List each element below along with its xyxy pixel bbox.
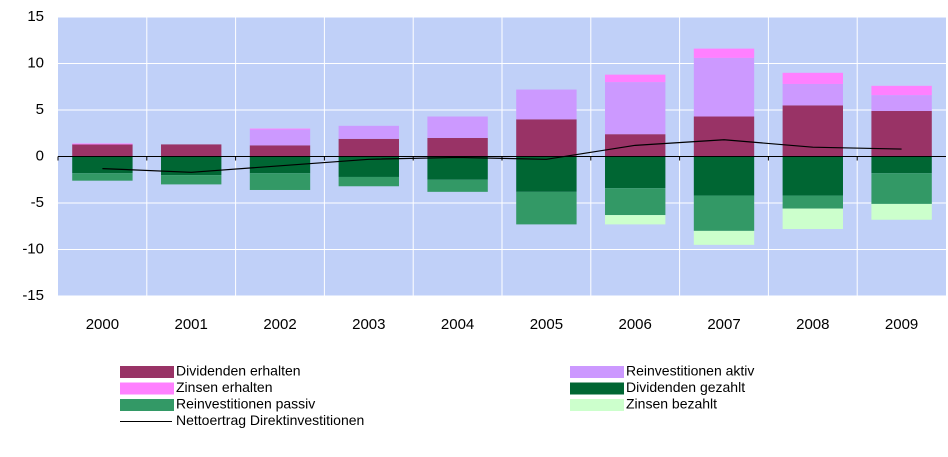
legend-label: Nettoertrag Direktinvestitionen xyxy=(176,412,364,428)
bar xyxy=(427,156,488,180)
bar xyxy=(249,156,311,174)
bar xyxy=(693,195,755,231)
bar xyxy=(249,145,311,157)
x-tick-label: 2006 xyxy=(619,316,652,333)
x-tick-label: 2007 xyxy=(707,316,740,333)
bar xyxy=(782,156,843,196)
bar xyxy=(605,215,666,225)
y-tick-label: 10 xyxy=(27,54,44,71)
bar xyxy=(871,156,932,174)
x-tick-label: 2004 xyxy=(441,316,474,333)
bar xyxy=(161,175,222,185)
bar xyxy=(871,203,932,220)
bar xyxy=(605,188,666,216)
bar xyxy=(693,116,755,157)
y-tick-label: -10 xyxy=(22,240,44,257)
bar xyxy=(605,156,666,189)
bar xyxy=(338,156,399,177)
bar xyxy=(782,195,843,209)
legend-swatch xyxy=(570,366,624,378)
legend-label: Zinsen bezahlt xyxy=(626,396,717,412)
bar xyxy=(427,179,488,192)
bar xyxy=(782,83,843,106)
x-tick-label: 2002 xyxy=(263,316,296,333)
bar xyxy=(72,156,133,174)
bar xyxy=(693,156,755,196)
legend-swatch xyxy=(570,382,624,395)
bar xyxy=(161,156,222,176)
bar xyxy=(338,176,399,187)
bar xyxy=(161,144,222,157)
bar xyxy=(782,105,843,157)
x-tick-label: 2000 xyxy=(86,316,119,333)
bar xyxy=(72,143,133,145)
x-tick-label: 2008 xyxy=(796,316,829,333)
legend-swatch xyxy=(120,366,174,378)
bar xyxy=(693,48,755,58)
x-tick-label: 2005 xyxy=(530,316,563,333)
bar xyxy=(427,137,488,157)
bar xyxy=(516,119,577,157)
line xyxy=(102,139,902,173)
bar xyxy=(516,156,577,192)
bar xyxy=(782,208,843,230)
bar xyxy=(338,138,399,157)
bar xyxy=(871,95,932,111)
legend-label: Reinvestitionen aktiv xyxy=(626,363,754,379)
bar xyxy=(871,173,932,204)
x-tick-label: 2003 xyxy=(352,316,385,333)
legend-swatch xyxy=(120,399,174,411)
bar xyxy=(871,85,932,96)
bar xyxy=(605,82,666,135)
y-tick-label: 5 xyxy=(36,101,44,118)
x-tick-label: 2001 xyxy=(175,316,208,333)
bar xyxy=(427,116,488,138)
bar xyxy=(72,144,133,157)
bar xyxy=(338,125,399,139)
bar xyxy=(516,89,577,120)
bar xyxy=(693,57,755,117)
bar xyxy=(249,128,311,130)
legend-label: Dividenden gezahlt xyxy=(626,379,745,395)
bar xyxy=(516,191,577,225)
y-tick-label: -15 xyxy=(22,287,44,304)
legend-swatch xyxy=(570,399,624,411)
x-tick-label: 2009 xyxy=(885,316,918,333)
bar xyxy=(693,230,755,245)
legend-swatch xyxy=(120,382,174,395)
y-tick-label: 15 xyxy=(27,8,44,25)
bar xyxy=(871,110,932,157)
bar xyxy=(782,72,843,84)
bar xyxy=(72,173,133,181)
legend-label: Zinsen erhalten xyxy=(176,379,273,395)
legend-label: Dividenden erhalten xyxy=(176,363,301,379)
legend-label: Reinvestitionen passiv xyxy=(176,396,315,412)
bar xyxy=(249,173,311,190)
bar xyxy=(249,129,311,146)
y-tick-label: -5 xyxy=(31,194,44,211)
bar xyxy=(605,74,666,83)
y-tick-label: 0 xyxy=(36,147,44,164)
